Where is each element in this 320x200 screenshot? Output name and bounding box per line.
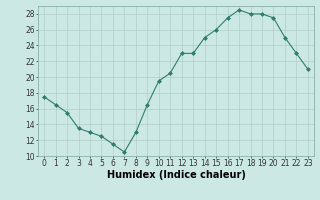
X-axis label: Humidex (Indice chaleur): Humidex (Indice chaleur) xyxy=(107,170,245,180)
